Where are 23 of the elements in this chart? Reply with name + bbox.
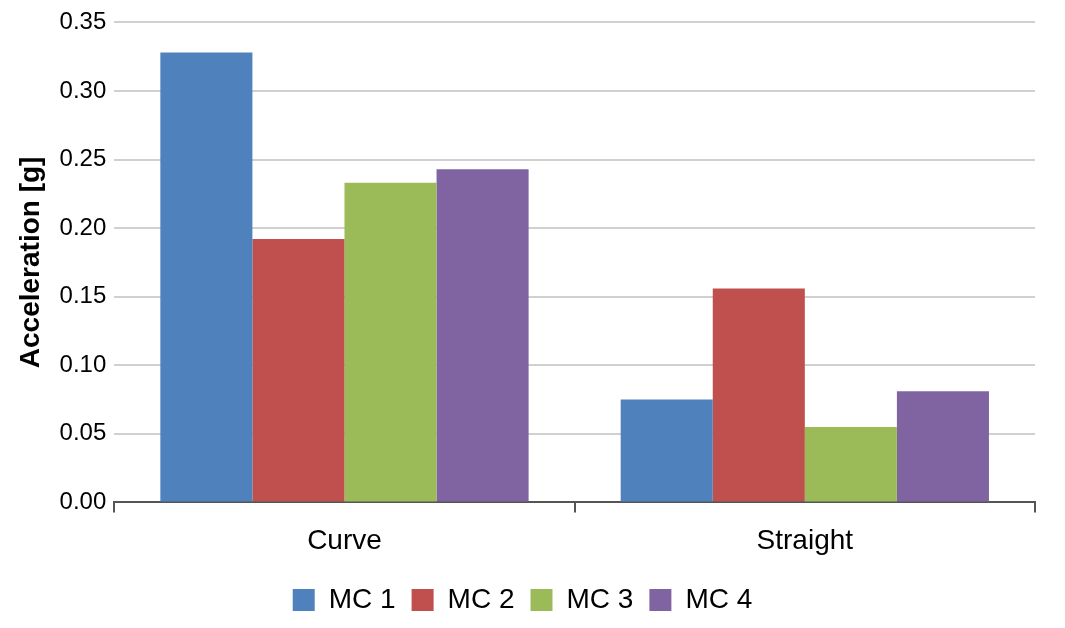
- y-tick-label: 0.15: [59, 281, 107, 309]
- y-tick-label: 0.30: [59, 75, 107, 103]
- bar: [712, 288, 805, 502]
- y-tick-label: 0.35: [59, 7, 107, 35]
- y-tick-label: 0.10: [59, 349, 107, 377]
- bar: [344, 182, 437, 502]
- legend-label: MC 2: [447, 582, 515, 614]
- bar: [896, 391, 989, 502]
- legend-label: MC 1: [328, 582, 396, 614]
- bar: [620, 399, 713, 502]
- y-tick-label: 0.20: [59, 212, 107, 240]
- x-tick-label: Straight: [756, 523, 854, 555]
- legend-label: MC 3: [566, 582, 634, 614]
- y-tick-label: 0.25: [59, 144, 107, 172]
- legend-label: MC 4: [685, 582, 753, 614]
- y-tick-label: 0.05: [59, 418, 107, 446]
- bar: [252, 239, 345, 502]
- bar: [436, 169, 529, 502]
- x-tick-label: Curve: [307, 523, 382, 555]
- bar: [160, 52, 253, 502]
- y-tick-label: 0.00: [59, 487, 107, 515]
- bar: [804, 426, 897, 502]
- y-axis-title: Acceleration [g]: [13, 156, 45, 369]
